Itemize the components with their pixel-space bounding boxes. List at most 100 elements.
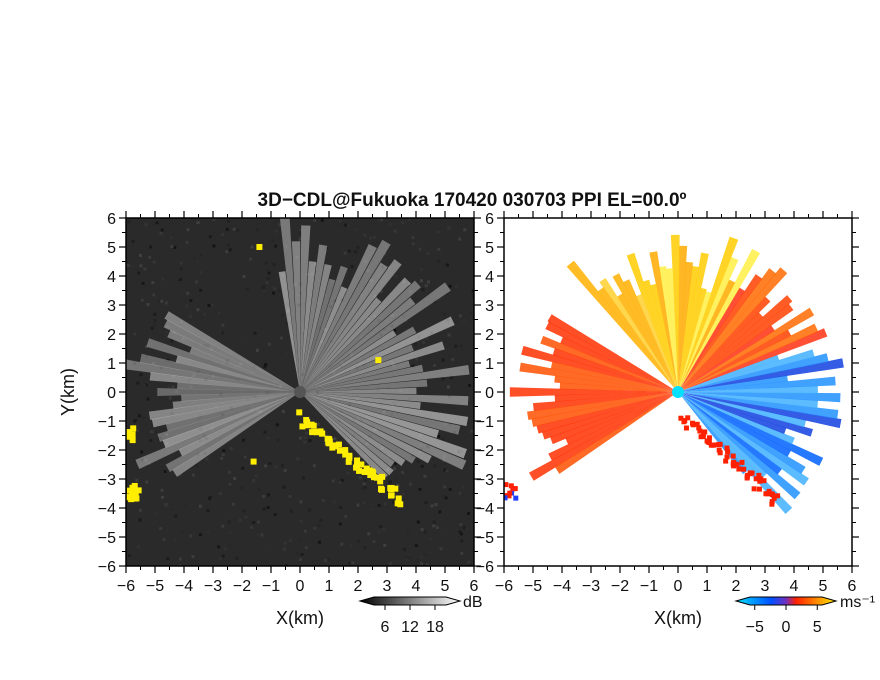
noise-speckle <box>263 365 267 369</box>
x-tick-label: −6 <box>495 578 513 595</box>
noise-speckle <box>284 563 288 566</box>
overlay-patch <box>342 451 349 458</box>
noise-speckle <box>173 538 177 542</box>
overlay-patch <box>250 458 257 465</box>
noise-speckle <box>465 526 469 530</box>
overlay-patch <box>135 487 142 494</box>
noise-speckle <box>401 471 405 475</box>
intensity-beam <box>300 392 469 427</box>
noise-speckle <box>275 423 279 427</box>
velocity-edge-patch <box>678 415 684 421</box>
overlay-patch <box>256 244 263 250</box>
noise-speckle <box>357 539 361 543</box>
velocity-edge-patch <box>757 478 763 484</box>
x-tick-label: 6 <box>848 578 857 595</box>
noise-speckle <box>408 350 412 354</box>
velocity-edge-patch <box>775 493 781 499</box>
velocity-beam <box>550 361 678 392</box>
velocity-beam <box>678 392 748 475</box>
velocity-beam <box>678 312 764 392</box>
noise-speckle <box>393 229 397 233</box>
noise-speckle <box>207 303 211 307</box>
noise-speckle <box>133 419 137 423</box>
noise-speckle <box>192 473 196 477</box>
noise-speckle <box>274 464 278 468</box>
noise-speckle <box>453 529 457 533</box>
noise-speckle <box>142 380 146 384</box>
intensity-beam <box>146 338 300 392</box>
noise-speckle <box>161 277 165 281</box>
overlay-patch <box>296 409 303 416</box>
velocity-beam <box>678 266 700 392</box>
velocity-edge-patch <box>733 461 739 467</box>
noise-speckle <box>407 218 411 222</box>
velocity-edge-patch <box>685 415 691 421</box>
noise-speckle <box>254 474 258 478</box>
intensity-beam <box>165 392 300 432</box>
x-tick-label: −2 <box>233 578 251 595</box>
noise-speckle <box>198 533 202 537</box>
intensity-beams <box>126 218 474 566</box>
noise-speckle <box>295 551 299 555</box>
noise-speckle <box>182 290 186 294</box>
noise-speckle <box>282 485 286 489</box>
y-tick-label: 4 <box>107 269 116 286</box>
colorbar-tick-label: 5 <box>813 619 822 636</box>
noise-speckle <box>174 306 178 310</box>
noise-speckle <box>264 464 268 468</box>
noise-speckle <box>253 331 257 335</box>
noise-speckle <box>154 511 158 515</box>
noise-speckle <box>411 236 415 240</box>
overlay-patch <box>353 464 360 471</box>
overlay-patch <box>345 458 352 465</box>
radar-site-marker-left <box>294 386 306 398</box>
velocity-beam <box>678 392 791 457</box>
y-tick-label: −5 <box>476 530 494 547</box>
intensity-beam <box>175 355 300 392</box>
velocity-beam <box>678 252 709 392</box>
noise-speckle <box>235 556 239 560</box>
noise-speckle <box>459 344 463 348</box>
noise-speckle <box>238 518 242 522</box>
y-tick-label: 3 <box>485 298 494 315</box>
noise-speckle <box>256 532 260 536</box>
intensity-beam <box>300 392 469 406</box>
overlay-patch <box>126 433 132 440</box>
noise-speckle <box>347 249 351 253</box>
noise-speckle <box>305 431 309 435</box>
noise-speckle <box>379 523 383 527</box>
noise-speckle <box>157 299 161 303</box>
noise-speckle <box>196 308 200 312</box>
intensity-beam <box>300 297 416 392</box>
noise-speckle <box>285 352 289 356</box>
noise-speckle <box>387 386 391 390</box>
noise-speckle <box>437 247 441 251</box>
overlay-patch <box>342 447 349 454</box>
noise-speckle <box>221 331 225 335</box>
x-tick-label: 1 <box>325 578 334 595</box>
overlay-patch <box>392 485 399 492</box>
noise-speckle <box>430 504 434 508</box>
noise-speckle <box>137 414 141 418</box>
noise-speckle <box>340 298 344 302</box>
noise-speckle <box>433 464 437 468</box>
noise-speckle <box>316 422 320 426</box>
noise-speckle <box>449 376 453 380</box>
noise-speckle <box>186 228 190 232</box>
intensity-beam <box>300 341 445 392</box>
noise-speckle <box>273 513 277 517</box>
noise-speckle <box>283 541 287 545</box>
y-tick-label: −4 <box>98 501 116 518</box>
noise-speckle <box>367 532 371 536</box>
noise-speckle <box>448 487 452 491</box>
velocity-beam <box>565 392 678 445</box>
noise-speckle <box>411 364 415 368</box>
velocity-beam <box>542 392 678 440</box>
velocity-beam <box>678 256 739 392</box>
noise-speckle <box>363 233 367 237</box>
noise-speckle <box>263 367 267 371</box>
x-tick-label: −5 <box>524 578 542 595</box>
overlay-patch <box>388 484 395 491</box>
noise-speckle <box>143 384 147 388</box>
noise-speckle <box>161 226 165 230</box>
